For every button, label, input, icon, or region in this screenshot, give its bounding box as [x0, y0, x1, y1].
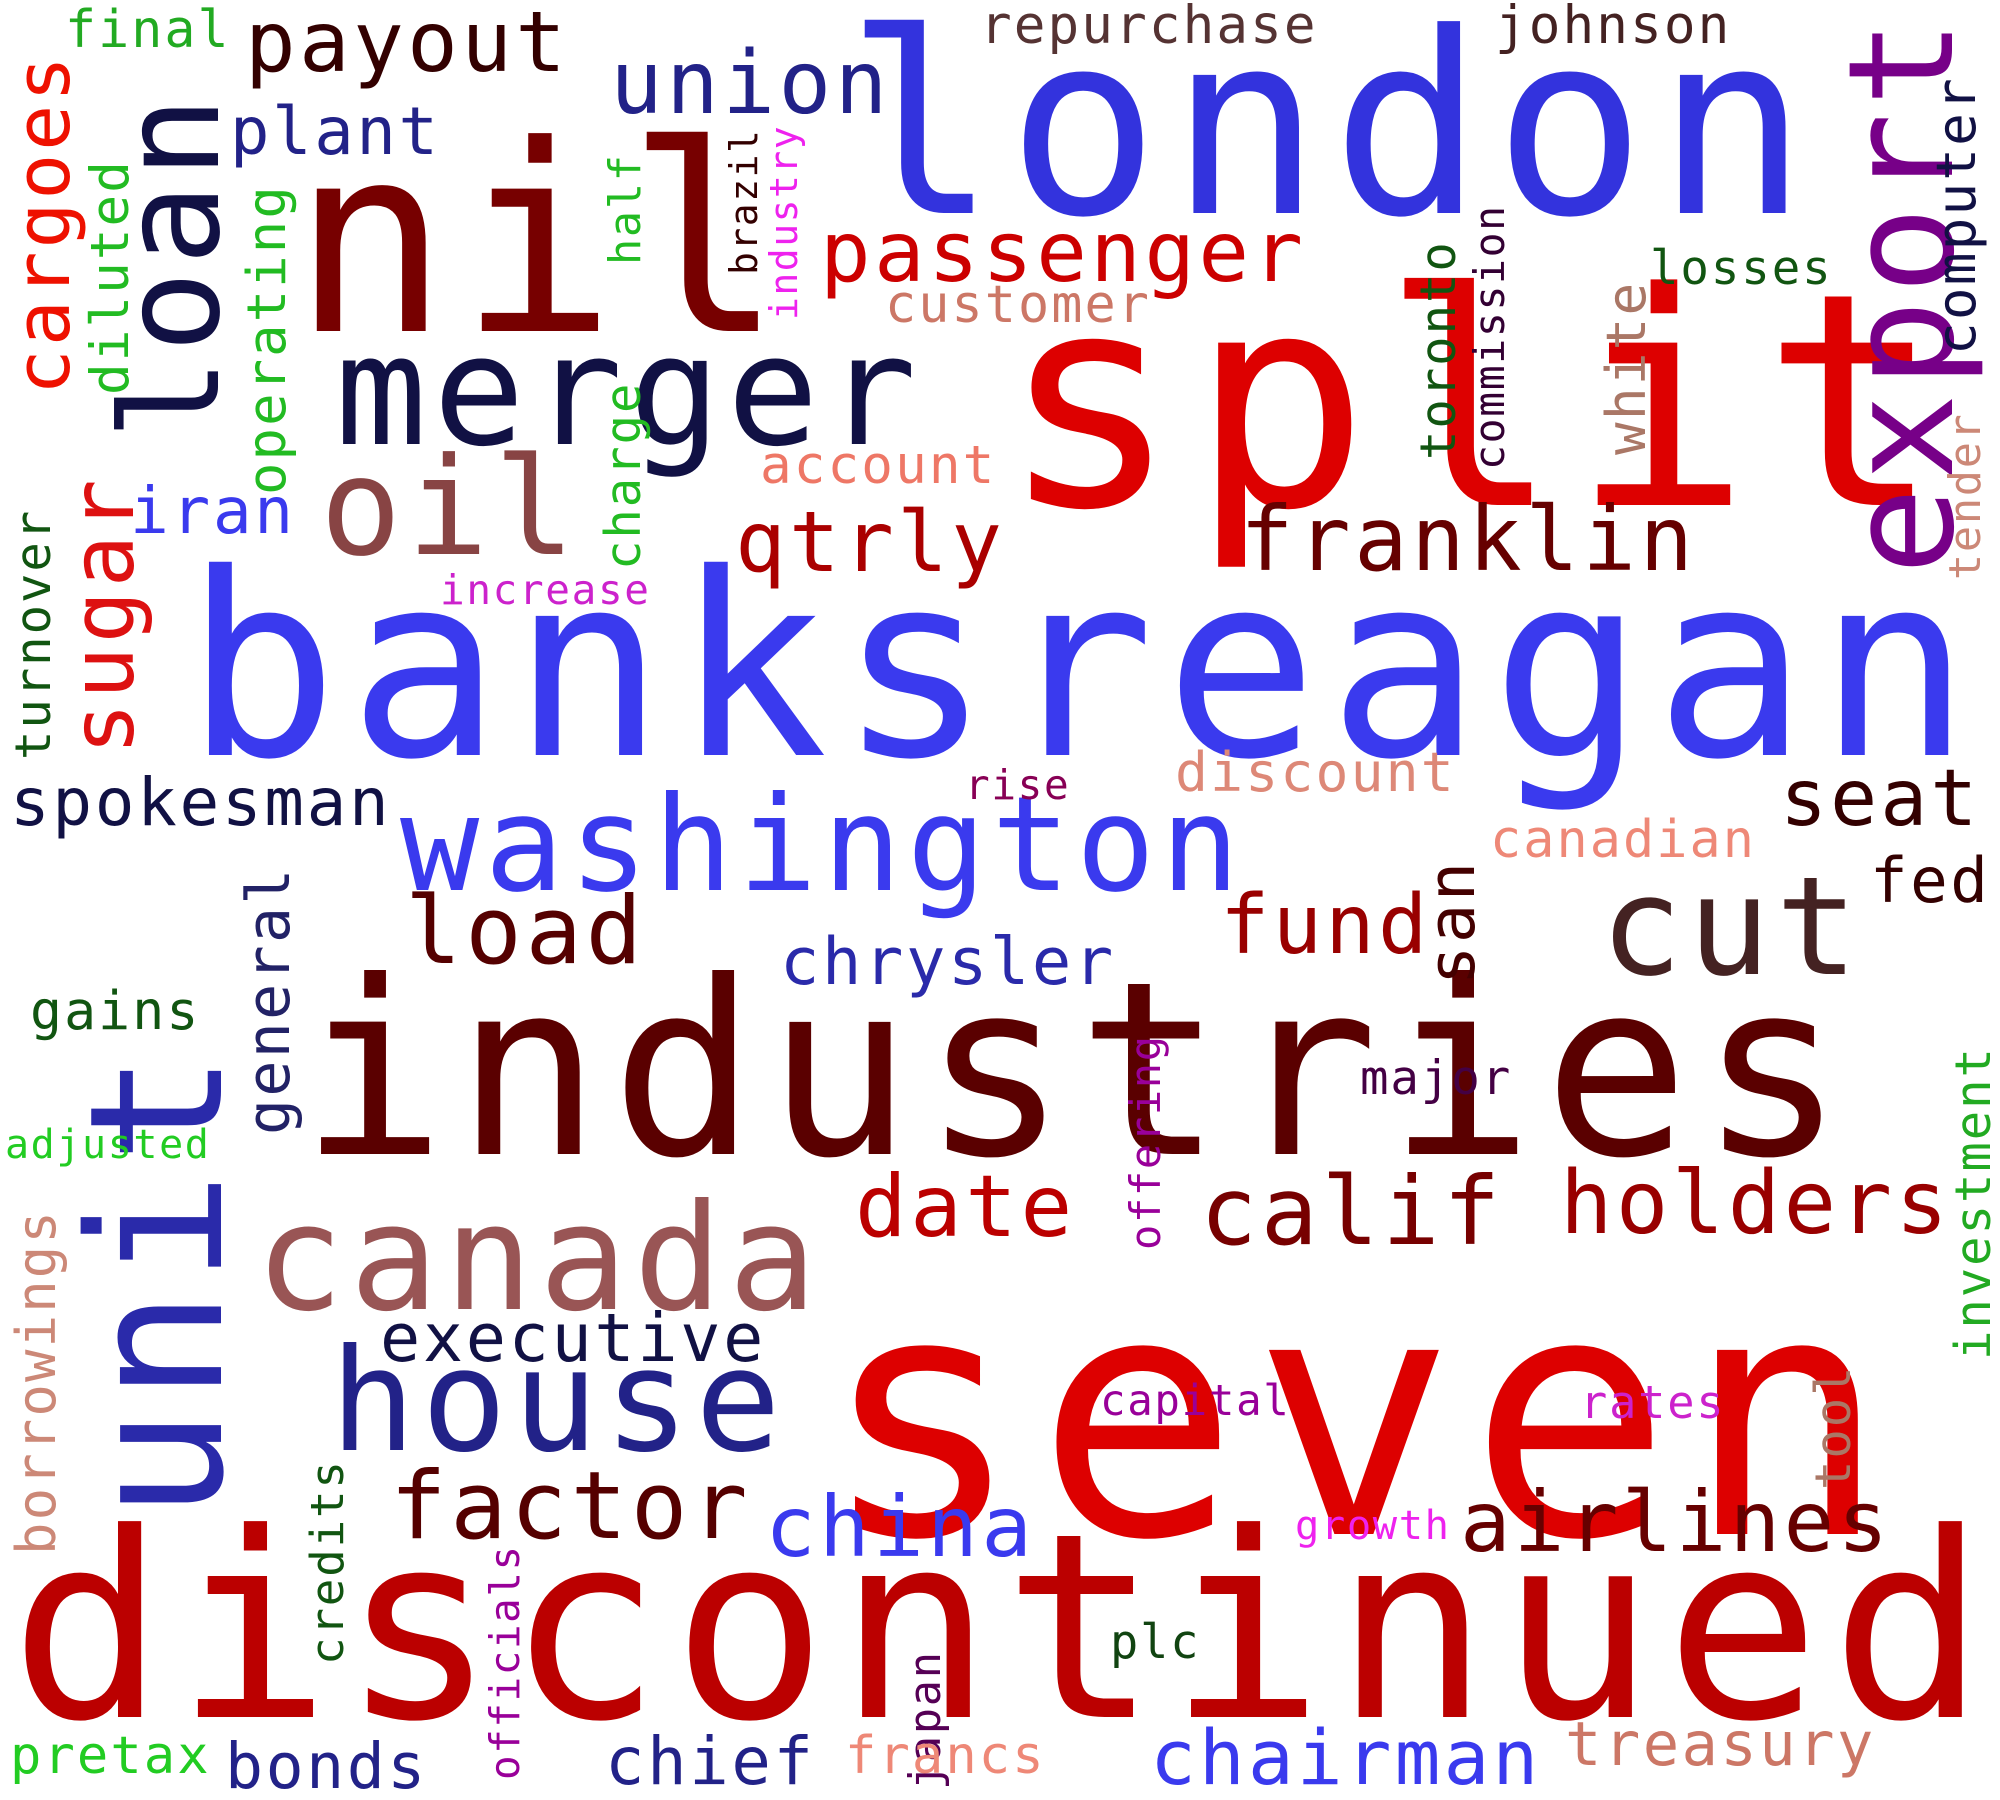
word-discount: discount: [1175, 740, 1456, 804]
word-account: account: [760, 435, 997, 496]
word-bonds: bonds: [225, 1729, 428, 1800]
word-computer: computer: [1925, 76, 1988, 355]
word-charge: charge: [595, 381, 652, 570]
word-plc: plc: [1110, 1615, 1201, 1670]
word-iran: iran: [130, 474, 296, 549]
word-cargoes: cargoes: [0, 53, 87, 395]
word-final: final: [65, 0, 231, 60]
word-capital: capital: [1100, 1376, 1291, 1425]
word-executive: executive: [380, 1299, 766, 1377]
word-brazil: brazil: [722, 128, 766, 275]
word-gains: gains: [30, 980, 201, 1042]
word-calif: calif: [1200, 1157, 1504, 1267]
word-pretax: pretax: [10, 1726, 211, 1786]
word-growth: growth: [1295, 1501, 1451, 1549]
word-house: house: [330, 1318, 787, 1484]
word-toronto: toronto: [1410, 240, 1467, 460]
word-airlines: airlines: [1460, 1473, 1892, 1571]
word-holders: holders: [1560, 1152, 1952, 1254]
word-credits: credits: [300, 1459, 354, 1665]
word-chairman: chairman: [1150, 1713, 1542, 1800]
word-rise: rise: [965, 761, 1071, 809]
word-adjusted: adjusted: [5, 1122, 211, 1168]
word-offering: offering: [1121, 1034, 1170, 1250]
word-cut: cut: [1600, 848, 1864, 1007]
word-franklin: franklin: [1240, 487, 1697, 591]
word-industry: industry: [762, 124, 806, 320]
word-investment: investment: [1945, 1046, 2000, 1360]
word-turnover: turnover: [5, 508, 62, 760]
word-repurchase: repurchase: [980, 0, 1318, 56]
word-fund: fund: [1220, 878, 1431, 973]
word-losses: losses: [1650, 241, 1833, 296]
word-commission: commission: [1466, 204, 1514, 470]
word-chief: chief: [605, 1724, 816, 1800]
word-oil: oil: [320, 428, 581, 586]
word-london: london: [845, 0, 1819, 273]
word-general: general: [234, 866, 304, 1135]
word-fed: fed: [1870, 844, 1991, 917]
word-seat: seat: [1780, 754, 1981, 844]
word-industries: industries: [300, 930, 1855, 1212]
word-rates: rates: [1580, 1376, 1726, 1429]
word-nil: nil: [292, 90, 794, 393]
word-canada: canada: [255, 1172, 823, 1344]
word-union: union: [610, 32, 891, 134]
word-johnson: johnson: [1495, 0, 1732, 56]
word-tool: tool: [1805, 1364, 1862, 1490]
word-operating: operating: [235, 184, 298, 495]
word-date: date: [855, 1157, 1076, 1257]
word-china: china: [765, 1478, 1036, 1576]
word-qtrly: qtrly: [735, 493, 1006, 591]
word-load: load: [405, 877, 646, 986]
word-spokesman: spokesman: [10, 764, 392, 841]
word-canadian: canadian: [1490, 810, 1757, 870]
word-merger: merger: [335, 302, 923, 480]
word-half: half: [601, 153, 651, 265]
word-chrysler: chrysler: [780, 924, 1116, 1000]
word-unit: unit: [49, 1045, 265, 1520]
word-plant: plant: [230, 94, 441, 170]
word-split: split: [1000, 230, 1954, 576]
word-borrowings: borrowings: [5, 1208, 68, 1555]
word-banksreagan: banksreagan: [185, 519, 1981, 815]
word-customer: customer: [885, 275, 1152, 335]
word-payout: payout: [245, 0, 570, 91]
word-officials: officials: [481, 1544, 529, 1780]
word-francs: francs: [845, 1726, 1046, 1786]
word-increase: increase: [440, 566, 651, 614]
word-white: white: [1595, 280, 1658, 455]
word-seven: seven: [820, 1222, 1902, 1614]
word-san: san: [1414, 859, 1490, 985]
word-washington: washington: [400, 769, 1245, 922]
word-treasury: treasury: [1565, 1710, 1876, 1780]
word-diluted: diluted: [80, 159, 141, 395]
word-factor: factor: [390, 1452, 752, 1561]
word-tender: tender: [1941, 412, 1991, 580]
word-discontinued: discontinued: [10, 1478, 1997, 1778]
word-passenger: passenger: [820, 203, 1307, 301]
word-major: major: [1360, 1051, 1513, 1106]
